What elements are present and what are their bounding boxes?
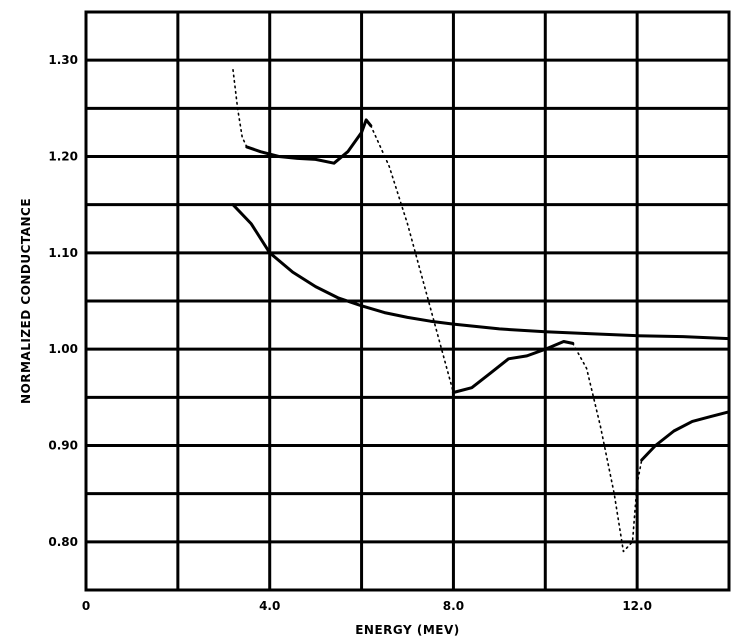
series-1-line <box>231 203 731 341</box>
y-tick-label: 1.10 <box>48 246 78 260</box>
y-tick-label: 1.30 <box>48 53 78 67</box>
y-tick-label: 1.00 <box>48 342 78 356</box>
y-tick-labels: 0.80 0.90 1.00 1.10 1.20 1.30 <box>48 53 78 549</box>
plot-frame <box>84 10 731 592</box>
series-7-line <box>232 69 248 148</box>
series-6-line <box>640 410 731 462</box>
y-axis-label: NORMALIZED CONDUCTANCE <box>19 198 33 404</box>
x-tick-label: 0 <box>82 599 90 613</box>
series-2-line <box>245 118 373 165</box>
y-tick-label: 1.20 <box>48 150 78 164</box>
x-axis-label: ENERGY (MEV) <box>355 623 460 637</box>
x-tick-label: 4.0 <box>259 599 280 613</box>
grid <box>86 12 729 590</box>
x-tick-label: 8.0 <box>443 599 464 613</box>
y-tick-label: 0.90 <box>48 439 78 453</box>
series-5-line <box>572 342 643 553</box>
series-4-line <box>451 340 575 394</box>
x-tick-labels: 0 4.0 8.0 12.0 <box>82 599 652 613</box>
x-tick-label: 12.0 <box>622 599 652 613</box>
series-layer <box>231 69 731 553</box>
y-tick-label: 0.80 <box>48 535 78 549</box>
series-3-line <box>370 124 455 394</box>
